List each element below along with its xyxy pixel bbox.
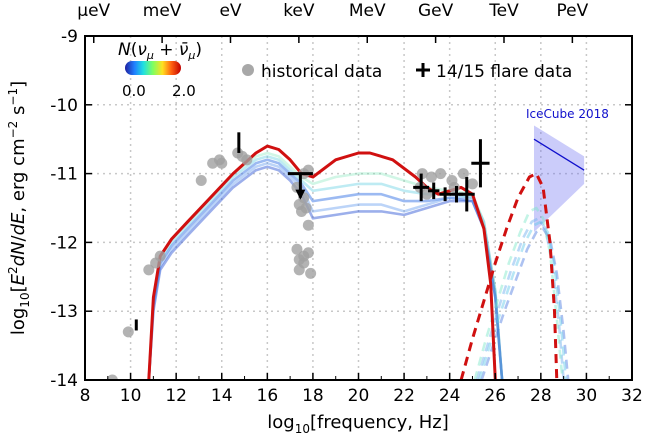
x-tick-label: 22 (393, 386, 415, 406)
neutrino-model-curve (459, 172, 559, 380)
historical-data-point (425, 171, 437, 183)
energy-tick-label: meV (143, 1, 182, 21)
flare-data-point (428, 182, 440, 200)
neutrino-model-curve (475, 217, 565, 380)
historical-data-point (457, 168, 469, 180)
colorbar: N(νμ + ν̄μ) 0.0 2.0 (118, 40, 202, 100)
historical-data-point (302, 219, 314, 231)
historical-data-point (448, 181, 460, 193)
x-tick-label: 32 (621, 386, 643, 406)
colorbar-title: N(νμ + ν̄μ) (118, 40, 202, 62)
photon-model-curve (147, 144, 497, 380)
historical-data-point (241, 154, 253, 166)
y-axis-title: log10[E2dN/dE, erg cm−2 s−1] (6, 81, 32, 335)
icecube-band (533, 125, 585, 233)
energy-tick-label: GeV (418, 1, 454, 21)
legend-marker-flare (416, 63, 430, 77)
energy-tick-label: keV (283, 1, 315, 21)
historical-data-point (302, 247, 314, 259)
historical-data-point (305, 267, 317, 279)
y-tick-label: -11 (50, 165, 78, 185)
x-tick-label: 18 (302, 386, 324, 406)
x-tick-label: 20 (348, 386, 370, 406)
x-tick-label: 30 (576, 386, 598, 406)
historical-data-point (143, 264, 155, 276)
y-tick-label: -14 (50, 371, 78, 391)
y-tick-label: -10 (50, 96, 78, 116)
x-axis-title: log10[frequency, Hz] (267, 412, 449, 436)
x-tick-label: 8 (80, 386, 91, 406)
energy-tick-label: TeV (488, 1, 519, 21)
historical-data-point (293, 264, 305, 276)
historical-data-point (122, 326, 134, 338)
flare-data-point (439, 187, 451, 202)
x-tick-label: 14 (211, 386, 233, 406)
flare-data-layer (134, 132, 490, 331)
icecube-layer (533, 125, 585, 233)
flare-data-point (471, 139, 490, 188)
legend-marker-historical (242, 64, 254, 76)
y-tick-label: -13 (50, 302, 78, 322)
historical-data-point (466, 178, 478, 190)
y-tick-label: -12 (50, 233, 78, 253)
energy-tick-label: MeV (349, 1, 386, 21)
colorbar-max-label: 2.0 (172, 82, 196, 100)
energy-tick-label: PeV (556, 1, 588, 21)
colorbar-min-label: 0.0 (122, 82, 146, 100)
flare-arrowhead (295, 189, 306, 200)
x-tick-label: 16 (257, 386, 279, 406)
x-tick-label: 10 (120, 386, 142, 406)
x-tick-label: 24 (439, 386, 461, 406)
flare-data-point (458, 177, 475, 212)
legend: historical data 14/15 flare data (242, 62, 572, 82)
historical-data-point (216, 157, 228, 169)
y-tick-label: -9 (61, 27, 78, 47)
historical-data-point (106, 374, 118, 380)
flare-data-point (413, 173, 430, 202)
colorbar-gradient (125, 61, 181, 75)
historical-data-point (300, 202, 312, 214)
historical-data-point (435, 168, 447, 180)
energy-tick-labels: μeV meV eV keV MeV GeV TeV PeV (77, 1, 588, 21)
x-tick-label: 28 (530, 386, 552, 406)
axis-ticks (84, 35, 633, 381)
historical-data-point (195, 174, 207, 186)
legend-label-historical: historical data (261, 62, 382, 82)
x-tick-label: 12 (165, 386, 187, 406)
energy-tick-label: eV (219, 1, 241, 21)
icecube-annotation: IceCube 2018 (526, 107, 609, 121)
historical-data-point (154, 250, 166, 262)
icecube-line (533, 138, 585, 171)
x-tick-labels: 8 10 12 14 16 18 20 22 24 26 28 30 32 (80, 386, 643, 406)
legend-label-flare: 14/15 flare data (436, 62, 572, 82)
energy-tick-label: μeV (77, 1, 110, 21)
neutrino-model-curve (480, 227, 570, 380)
neutrino-model-curve (478, 220, 568, 380)
x-tick-label: 26 (484, 386, 506, 406)
flare-data-point (287, 172, 313, 200)
historical-data-point (291, 243, 303, 255)
plot-area (106, 125, 585, 380)
y-tick-labels: -14 -13 -12 -11 -10 -9 (50, 27, 78, 391)
